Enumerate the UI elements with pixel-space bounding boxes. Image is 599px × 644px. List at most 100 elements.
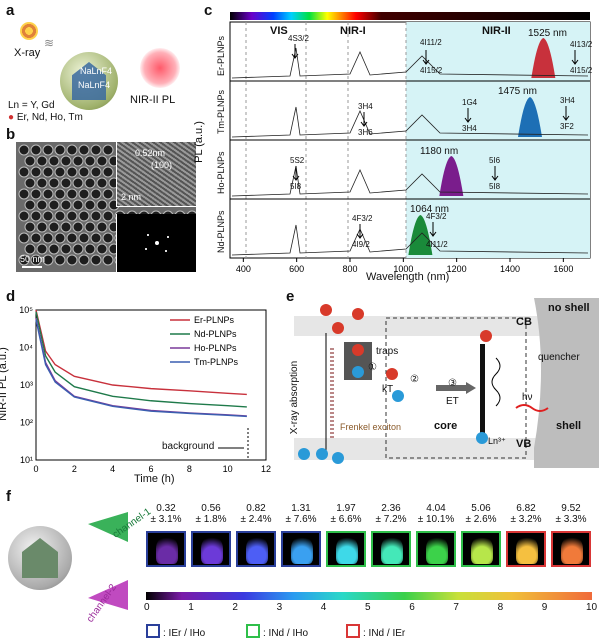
tem-particle xyxy=(24,155,36,167)
tem-particle xyxy=(18,144,30,156)
emission-peak-0 xyxy=(531,38,556,78)
spectra-xtick-label-6: 1600 xyxy=(553,264,573,274)
decay-xtick-3: 6 xyxy=(148,464,153,474)
colorbar-tick-6: 6 xyxy=(409,602,415,613)
ratio-mean-1: 0.56 xyxy=(201,503,221,514)
spectra-ylabel: PL (a.u.) xyxy=(192,121,205,163)
tem-particle xyxy=(72,177,84,189)
tem-particle xyxy=(84,155,96,167)
tem-particle xyxy=(90,254,102,266)
er-transition-5: 4I15/2 xyxy=(570,66,593,75)
tem-particle xyxy=(36,199,48,211)
frenkel-exciton-label: Frenkel exciton xyxy=(340,422,402,432)
ratio-glow-8 xyxy=(516,536,538,564)
spectrum-trace-1 xyxy=(231,106,589,138)
tem-particle xyxy=(18,188,30,200)
tem-particle xyxy=(54,210,66,222)
vb-label: VB xyxy=(516,438,532,450)
ratio-error-9: ± 3.3% xyxy=(555,514,587,525)
spectrum-trace-2 xyxy=(231,165,589,197)
tem-particle xyxy=(96,243,108,255)
row-label-tm: Tm-PLNPs xyxy=(216,89,226,134)
tem-particle xyxy=(48,221,60,233)
decay-xtick-4: 8 xyxy=(187,464,192,474)
colorbar-tick-5: 5 xyxy=(365,602,371,613)
cb-label: CB xyxy=(516,316,532,328)
ratio-mean-5: 2.36 xyxy=(381,503,401,514)
decay-legend-label-3: Tm-PLNPs xyxy=(194,357,239,367)
ratio-mean-2: 0.82 xyxy=(246,503,266,514)
step-3: ③ xyxy=(448,378,457,389)
scalebar xyxy=(22,266,42,268)
tem-particle xyxy=(42,144,54,156)
transition-arrows xyxy=(291,44,579,239)
tem-particle xyxy=(72,243,84,255)
pl-spectra-chart: 400 600 800 1000 1200 1400 1600 xyxy=(229,12,591,274)
dopant-list: ● Er, Nd, Ho, Tm xyxy=(8,112,83,123)
decay-series-3 xyxy=(35,319,247,418)
lattice-plane: (100) xyxy=(151,160,173,170)
ratio-tile-5 xyxy=(371,531,411,567)
tem-particle xyxy=(24,243,36,255)
tem-particle xyxy=(66,232,78,244)
core-composition: NaLnF4 xyxy=(78,80,111,90)
tem-particle xyxy=(66,144,78,156)
decay-legend-label-1: Nd-PLNPs xyxy=(194,329,237,339)
decay-xtick-1: 2 xyxy=(72,464,77,474)
tem-particle xyxy=(90,166,102,178)
tem-particle xyxy=(60,221,72,233)
tm-transition-5: 3H4 xyxy=(560,96,575,105)
ratio-tile-6 xyxy=(416,531,456,567)
ratio-value-7: 5.06 ± 2.6% xyxy=(459,503,503,525)
legend-swatch-red xyxy=(346,624,360,638)
ratio-value-9: 9.52 ± 3.3% xyxy=(549,503,593,525)
legend-nd-er: : INd / IEr xyxy=(346,624,405,639)
tem-particle xyxy=(84,199,96,211)
shell-composition: NaLnF4 xyxy=(80,66,113,76)
ratio-value-1: 0.56 ± 1.8% xyxy=(189,503,233,525)
tem-particle xyxy=(90,188,102,200)
tem-particle xyxy=(84,177,96,189)
decay-xlabel: Time (h) xyxy=(134,473,175,485)
colorbar-tick-9: 9 xyxy=(541,602,548,613)
ratio-error-5: ± 7.2% xyxy=(375,514,407,525)
panel-f: channel-1 channel-2 0.32 ± 3.1% 0.56 ± 1.8%… xyxy=(0,488,599,644)
ln-definition: Ln = Y, Gd xyxy=(8,100,55,111)
colorbar-tick-1: 1 xyxy=(188,602,194,613)
tem-particle xyxy=(54,232,66,244)
emission-peak-2 xyxy=(439,156,464,196)
ratio-mean-6: 4.04 xyxy=(426,503,446,514)
ratio-glow-5 xyxy=(381,536,403,564)
ln-ion-label: Ln³⁺ xyxy=(488,436,506,446)
step-1: ① xyxy=(368,362,377,373)
peak-label-er: 1525 nm xyxy=(528,28,567,39)
tem-particle xyxy=(66,188,78,200)
traps-label: traps xyxy=(376,346,399,357)
tem-particle xyxy=(66,166,78,178)
xray-wave-icon: ≋ xyxy=(44,36,55,50)
decay-series-0 xyxy=(35,309,247,396)
nd-transition-4: 4I11/2 xyxy=(426,240,448,249)
panel-c: 400 600 800 1000 1200 1400 1600 VIS NIR-I NIR-… xyxy=(193,0,599,285)
ratio-value-0: 0.32 ± 3.1% xyxy=(144,503,188,525)
tem-particle xyxy=(60,177,72,189)
tem-particle xyxy=(72,155,84,167)
tem-particle xyxy=(18,210,30,222)
tem-particle xyxy=(42,188,54,200)
et-label: ET xyxy=(446,396,459,407)
tem-particle xyxy=(78,188,90,200)
ratio-glow-0 xyxy=(156,536,178,564)
tm-transition-3: 1G4 xyxy=(462,98,478,107)
tem-particle xyxy=(42,166,54,178)
er-transition-2: 4I11/2 xyxy=(420,38,442,47)
inset-scalebar-label: 2 nm xyxy=(121,192,142,202)
panel-label-f: f xyxy=(6,488,11,505)
fft-inset xyxy=(116,214,196,272)
region-nir-ii: NIR-II xyxy=(482,25,511,37)
tem-particle xyxy=(54,144,66,156)
ratio-mean-9: 9.52 xyxy=(561,503,581,514)
colorbar-tick-2: 2 xyxy=(232,602,238,613)
tem-particle xyxy=(60,243,72,255)
ratio-tile-0 xyxy=(146,531,186,567)
panel-label-c: c xyxy=(204,2,213,19)
